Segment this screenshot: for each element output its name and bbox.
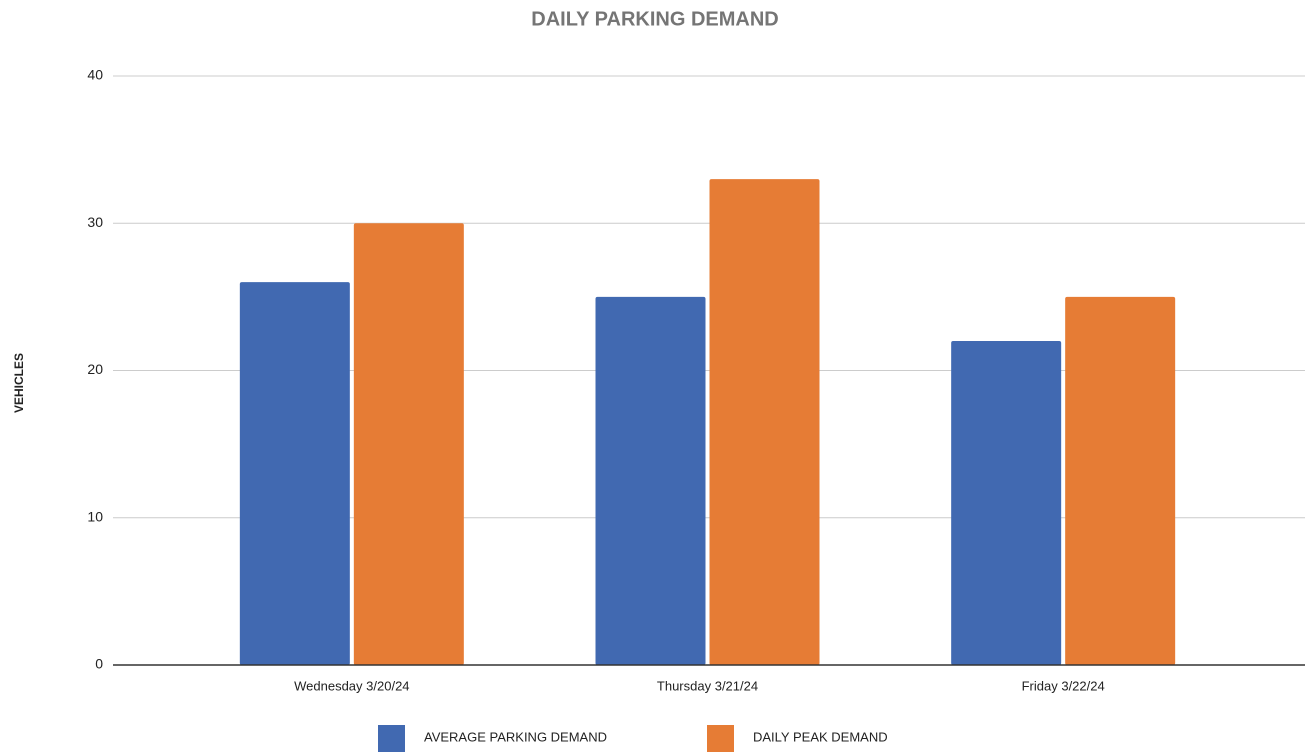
y-tick-label: 30 [87, 214, 103, 230]
y-tick-label: 0 [95, 656, 103, 672]
bar [239, 282, 350, 665]
y-tick-label: 10 [87, 508, 103, 524]
chart-title: DAILY PARKING DEMAND [531, 8, 778, 30]
x-tick-label: Wednesday 3/20/24 [294, 678, 409, 693]
bar [595, 296, 706, 665]
bar [709, 179, 820, 665]
bar [1065, 296, 1176, 665]
bar [951, 341, 1062, 665]
x-tick-label: Friday 3/22/24 [1022, 678, 1105, 693]
legend-label: DAILY PEAK DEMAND [753, 729, 888, 744]
bar [353, 223, 464, 665]
x-tick-label: Thursday 3/21/24 [657, 678, 758, 693]
y-axis-label: VEHICLES [12, 353, 26, 413]
y-tick-label: 20 [87, 361, 103, 377]
legend-swatch [707, 725, 734, 752]
y-tick-label: 40 [87, 67, 103, 83]
legend-label: AVERAGE PARKING DEMAND [424, 729, 607, 744]
legend-swatch [378, 725, 405, 752]
